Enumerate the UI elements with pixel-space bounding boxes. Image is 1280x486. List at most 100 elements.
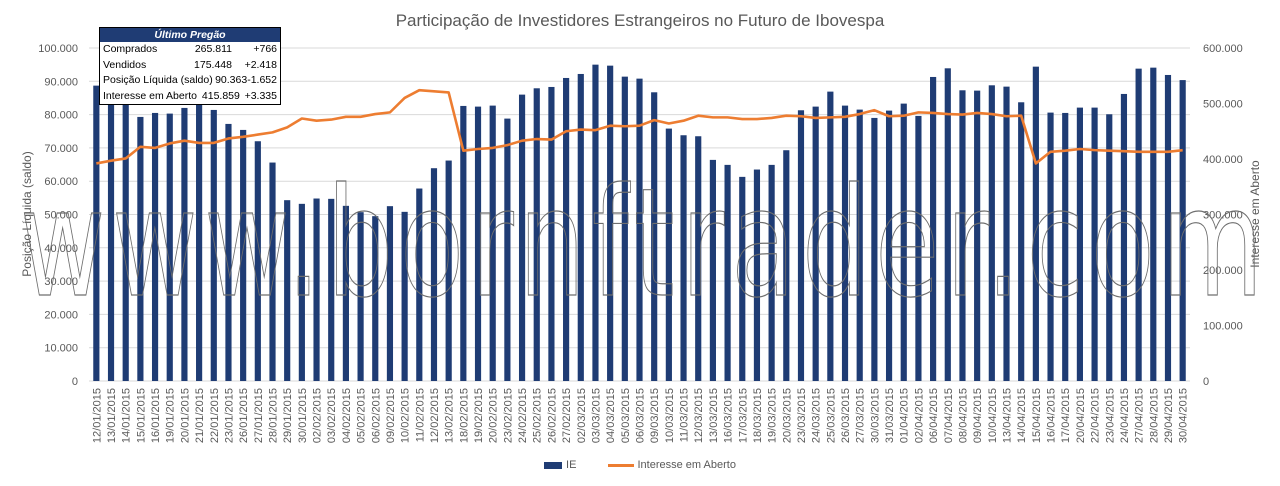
bar [930, 76, 937, 381]
bar [122, 104, 129, 382]
y-tick-label: 90.000 [44, 76, 78, 88]
x-tick-label: 19/02/2015 [473, 388, 485, 443]
bar [372, 216, 379, 381]
x-tick-label: 14/04/2015 [1016, 388, 1028, 443]
bar [680, 135, 687, 381]
x-tick-label: 21/01/2015 [194, 388, 206, 443]
bar [753, 169, 761, 381]
bar [313, 198, 320, 381]
bar [269, 162, 276, 381]
x-tick-label: 19/01/2015 [165, 388, 177, 443]
bar [1150, 67, 1157, 382]
bar [298, 203, 305, 381]
bar [533, 88, 540, 381]
x-tick-label: 18/03/2015 [752, 388, 764, 443]
x-tick-label: 18/02/2015 [458, 388, 470, 443]
x-tick-label: 10/03/2015 [664, 388, 676, 443]
legend-label-interesse: Interesse em Aberto [637, 459, 736, 471]
bar [841, 105, 849, 382]
bar [621, 76, 628, 381]
bar [151, 112, 159, 381]
x-tick-label: 05/02/2015 [356, 388, 368, 443]
y2-tick-label: 0 [1203, 376, 1209, 388]
x-tick-label: 02/03/2015 [576, 388, 588, 443]
x-tick-label: 26/03/2015 [840, 388, 852, 443]
bar [548, 86, 555, 382]
legend-item-interesse: Interesse em Aberto [607, 459, 736, 471]
bar [357, 212, 364, 381]
x-tick-label: 13/01/2015 [106, 388, 118, 443]
bar [386, 206, 394, 381]
summary-value: 415.859 [201, 89, 240, 102]
x-tick-label: 24/02/2015 [517, 388, 529, 443]
x-tick-label: 23/02/2015 [502, 388, 514, 443]
bar [944, 68, 951, 381]
bar [636, 78, 643, 381]
bar [196, 103, 203, 381]
x-tick-label: 25/02/2015 [532, 388, 544, 443]
summary-row-interesse-em-aberto: Interesse em Aberto 415.859 +3.335 [100, 89, 280, 105]
bar [328, 198, 335, 381]
bar [1076, 107, 1083, 382]
summary-change: -1.652 [247, 74, 277, 87]
bar [1179, 80, 1186, 381]
y2-tick-label: 500.000 [1203, 99, 1243, 111]
bar [1120, 93, 1128, 381]
legend: IE Interesse em Aberto [0, 459, 1280, 471]
summary-row-comprados: Comprados 265.811 +766 [100, 42, 280, 58]
x-tick-label: 06/04/2015 [928, 388, 940, 443]
x-tick-label: 01/04/2015 [899, 388, 911, 443]
bar [254, 141, 261, 381]
bar [107, 103, 115, 381]
bar [460, 105, 467, 381]
x-tick-label: 17/03/2015 [737, 388, 749, 443]
bar [900, 103, 907, 382]
legend-label-ie: IE [566, 459, 577, 471]
summary-label: Vendidos [103, 58, 147, 71]
y-tick-label: 10.000 [44, 343, 78, 355]
y2-tick-label: 300.000 [1203, 210, 1243, 222]
x-tick-label: 06/02/2015 [370, 388, 382, 443]
bar [651, 92, 658, 381]
bar-series [93, 64, 1186, 382]
summary-value: 175.448 [194, 58, 232, 71]
x-tick-label: 05/03/2015 [620, 388, 632, 443]
x-tick-label: 24/03/2015 [811, 388, 823, 443]
x-tick-label: 16/03/2015 [723, 388, 735, 443]
line-series-interesse-em-aberto [96, 88, 1183, 165]
x-tick-label: 30/03/2015 [869, 388, 881, 443]
x-tick-label: 15/01/2015 [135, 388, 147, 443]
bar [1003, 86, 1010, 381]
summary-value: 90.363 [215, 74, 248, 87]
x-tick-label: 12/01/2015 [91, 388, 103, 443]
x-tick-label: 27/01/2015 [253, 388, 265, 443]
bar [416, 188, 423, 381]
summary-change: +3.335 [244, 89, 277, 102]
y2-tick-label: 100.000 [1203, 321, 1243, 333]
y-axis-label: Posição Líquida (saldo) [20, 151, 34, 276]
bar [592, 64, 599, 382]
y2-axis-label: Interesse em Aberto [1248, 160, 1262, 268]
x-tick-label: 20/02/2015 [488, 388, 500, 443]
x-tick-label: 15/04/2015 [1031, 388, 1043, 443]
bar [724, 164, 731, 381]
x-tick-label: 10/04/2015 [987, 388, 999, 443]
bar [1106, 114, 1113, 382]
bar [856, 109, 863, 382]
x-tick-label: 16/04/2015 [1046, 388, 1058, 443]
x-tick-label: 23/01/2015 [223, 388, 235, 443]
x-tick-label: 12/03/2015 [693, 388, 705, 443]
bar [915, 115, 922, 382]
summary-label: Interesse em Aberto [103, 89, 197, 102]
bar [181, 107, 188, 381]
bar [1091, 107, 1098, 382]
x-tick-label: 04/02/2015 [341, 388, 353, 443]
y-tick-label: 80.000 [44, 110, 78, 122]
x-tick-label: 19/03/2015 [767, 388, 779, 443]
bar [577, 73, 584, 381]
x-tick-label: 26/02/2015 [546, 388, 558, 443]
x-tick-label: 04/03/2015 [605, 388, 617, 443]
x-tick-label: 27/02/2015 [561, 388, 573, 443]
x-tick-label: 25/03/2015 [825, 388, 837, 443]
x-tick-label: 24/04/2015 [1119, 388, 1131, 443]
